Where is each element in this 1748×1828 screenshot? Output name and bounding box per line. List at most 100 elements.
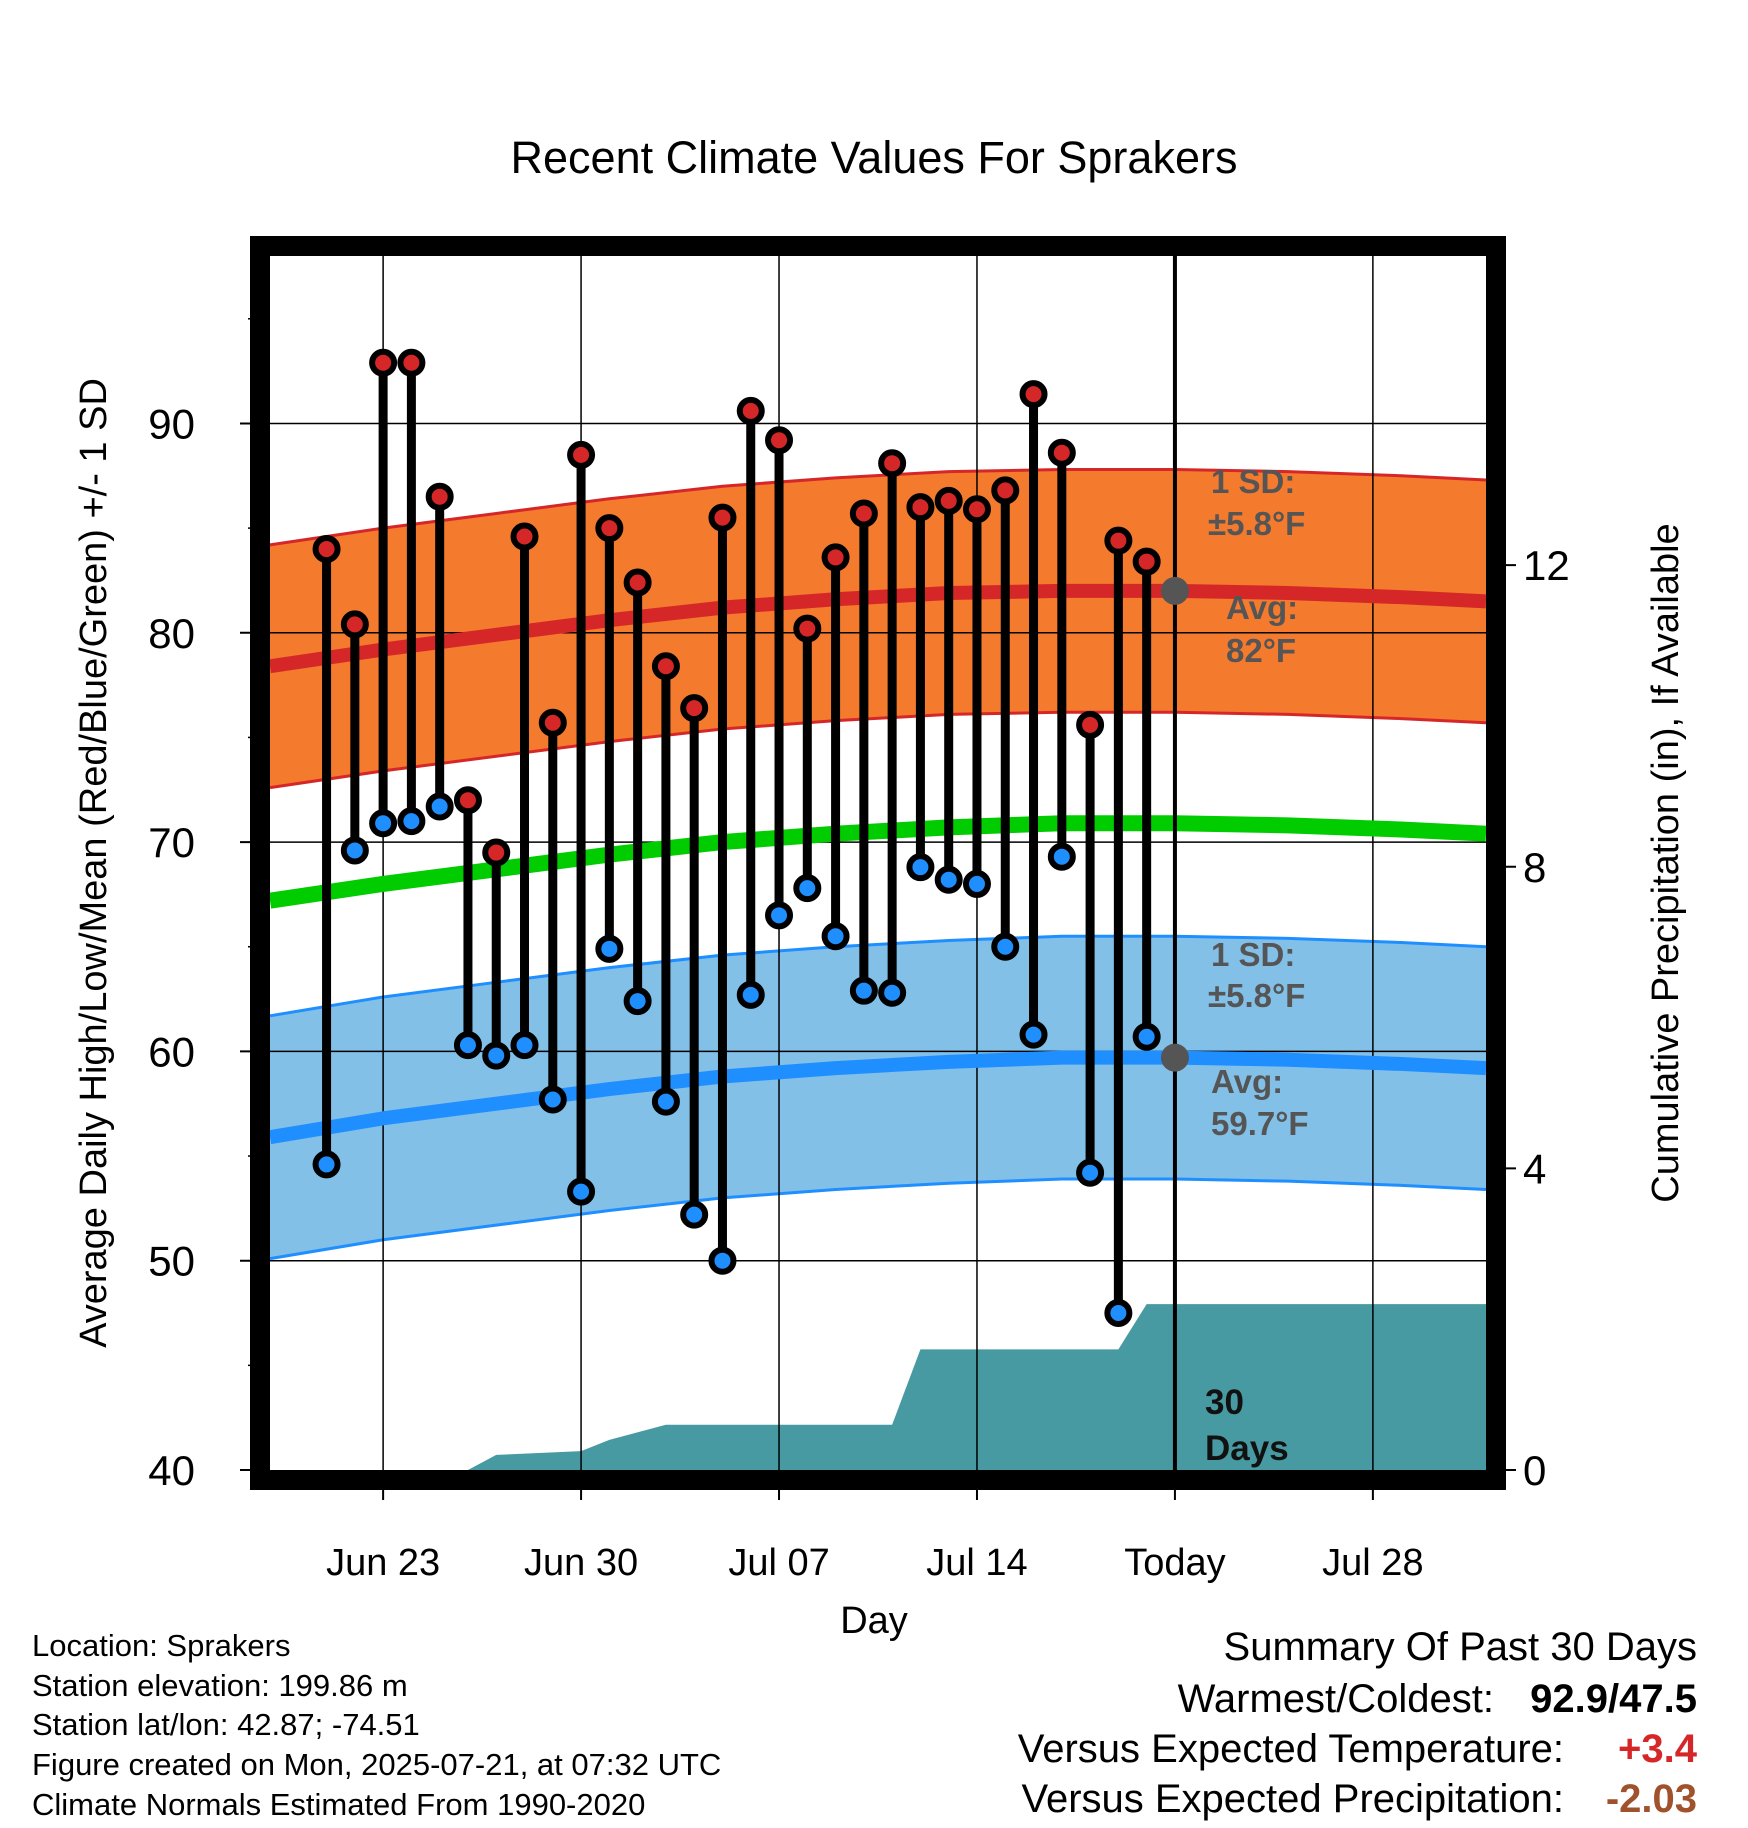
chart-title: Recent Climate Values For Sprakers — [511, 132, 1238, 183]
summary-temp-value: +3.4 — [1618, 1727, 1698, 1771]
high-avg-label: Avg: — [1226, 589, 1298, 626]
low-point — [934, 865, 963, 894]
daily-mean-line — [268, 815, 1487, 909]
low-point — [482, 1041, 511, 1070]
x-axis-label: Day — [840, 1600, 908, 1642]
high-point — [991, 476, 1020, 505]
low-point — [708, 1246, 737, 1275]
summary-temp-label: Versus Expected Temperature: — [1018, 1727, 1564, 1771]
high-sd-band — [270, 469, 1486, 788]
high-point — [369, 348, 398, 377]
y-axis-label: Average Daily High/Low/Mean (Red/Blue/Gr… — [73, 378, 115, 1348]
low-point — [736, 980, 765, 1009]
low-point — [1104, 1299, 1133, 1328]
high-point — [1104, 526, 1133, 555]
low-sd-lower-edge — [269, 1177, 1487, 1261]
low-point — [906, 853, 935, 882]
high-point — [680, 694, 709, 723]
high-point — [934, 486, 963, 515]
high-point — [425, 482, 454, 511]
low-point — [538, 1085, 567, 1114]
y-tick-label: 50 — [148, 1238, 195, 1285]
low-point — [623, 987, 652, 1016]
high-point — [906, 493, 935, 522]
plot-frame — [250, 236, 1506, 1490]
normal-bands — [269, 467, 1487, 1261]
info-normals: Climate Normals Estimated From 1990-2020 — [32, 1787, 645, 1822]
summary-precip-value: -2.03 — [1606, 1777, 1697, 1821]
low-point — [680, 1200, 709, 1229]
high-point — [1132, 547, 1161, 576]
precip-days-number: 30 — [1205, 1383, 1244, 1422]
low-point — [765, 901, 794, 930]
high-point — [765, 426, 794, 455]
y-tick-label: 80 — [148, 610, 195, 657]
x-tick-label: Today — [1124, 1542, 1225, 1584]
high-point — [538, 708, 567, 737]
low-point — [567, 1177, 596, 1206]
low-point — [510, 1031, 539, 1060]
y2-tick-label: 8 — [1523, 844, 1546, 891]
low-point — [425, 792, 454, 821]
high-point — [962, 495, 991, 524]
y2-axis-tick-labels: 0 4 8 12 — [1494, 542, 1570, 1494]
x-tick-label: Jul 07 — [728, 1542, 829, 1584]
high-point — [736, 396, 765, 425]
info-created: Figure created on Mon, 2025-07-21, at 07… — [32, 1747, 721, 1782]
high-point — [397, 348, 426, 377]
high-point — [510, 522, 539, 551]
high-point — [1047, 438, 1076, 467]
high-avg-marker — [1160, 576, 1189, 605]
y-tick-label: 90 — [148, 400, 195, 447]
low-sd-label: 1 SD: — [1211, 936, 1295, 973]
y2-tick-label: 4 — [1523, 1145, 1546, 1192]
info-latlon: Station lat/lon: 42.87; -74.51 — [32, 1707, 420, 1742]
low-avg-label: Avg: — [1211, 1063, 1283, 1100]
summary-heading: Summary Of Past 30 Days — [1224, 1625, 1697, 1669]
low-point — [849, 976, 878, 1005]
info-location: Location: Sprakers — [32, 1628, 290, 1663]
low-point — [1019, 1020, 1048, 1049]
low-point — [1047, 842, 1076, 871]
high-point — [793, 614, 822, 643]
high-point — [708, 503, 737, 532]
info-elevation: Station elevation: 199.86 m — [32, 1668, 408, 1703]
low-point — [453, 1031, 482, 1060]
precip-area — [270, 1304, 1486, 1470]
low-point — [1076, 1158, 1105, 1187]
high-point — [312, 535, 341, 564]
high-point — [623, 568, 652, 597]
y-axis-tick-labels: 40 50 60 70 80 90 — [148, 318, 262, 1494]
high-point — [567, 440, 596, 469]
summary-warmest-label: Warmest/Coldest: — [1178, 1677, 1494, 1721]
y2-tick-label: 12 — [1523, 542, 1570, 589]
high-point — [651, 652, 680, 681]
low-point — [991, 932, 1020, 961]
high-point — [821, 543, 850, 572]
high-point — [849, 499, 878, 528]
y2-axis-label: Cumulative Precipitation (in), If Availa… — [1645, 523, 1687, 1202]
low-point — [651, 1087, 680, 1116]
y2-tick-label: 0 — [1523, 1447, 1546, 1494]
precip-days-label: Days — [1205, 1429, 1289, 1468]
low-point — [1132, 1022, 1161, 1051]
x-tick-label: Jul 14 — [926, 1542, 1027, 1584]
x-tick-label: Jun 23 — [326, 1542, 440, 1584]
daily-stems — [322, 362, 1152, 1314]
y-tick-label: 60 — [148, 1028, 195, 1075]
low-mean-line — [268, 1050, 1487, 1145]
grid-lines — [270, 256, 1486, 1470]
precip-area-fill — [270, 1304, 1486, 1470]
high-sd-value: ±5.8°F — [1208, 505, 1305, 542]
x-axis-tick-labels: Jun 23 Jun 30 Jul 07 Jul 14 Today Jul 28 — [326, 1478, 1424, 1584]
low-avg-value: 59.7°F — [1211, 1105, 1309, 1142]
high-avg-value: 82°F — [1226, 632, 1296, 669]
y-tick-label: 70 — [148, 819, 195, 866]
low-point — [312, 1150, 341, 1179]
low-avg-marker — [1160, 1043, 1189, 1072]
low-point — [821, 922, 850, 951]
low-point — [595, 934, 624, 963]
high-sd-label: 1 SD: — [1211, 463, 1295, 500]
summary-precip-label: Versus Expected Precipitation: — [1021, 1777, 1564, 1821]
